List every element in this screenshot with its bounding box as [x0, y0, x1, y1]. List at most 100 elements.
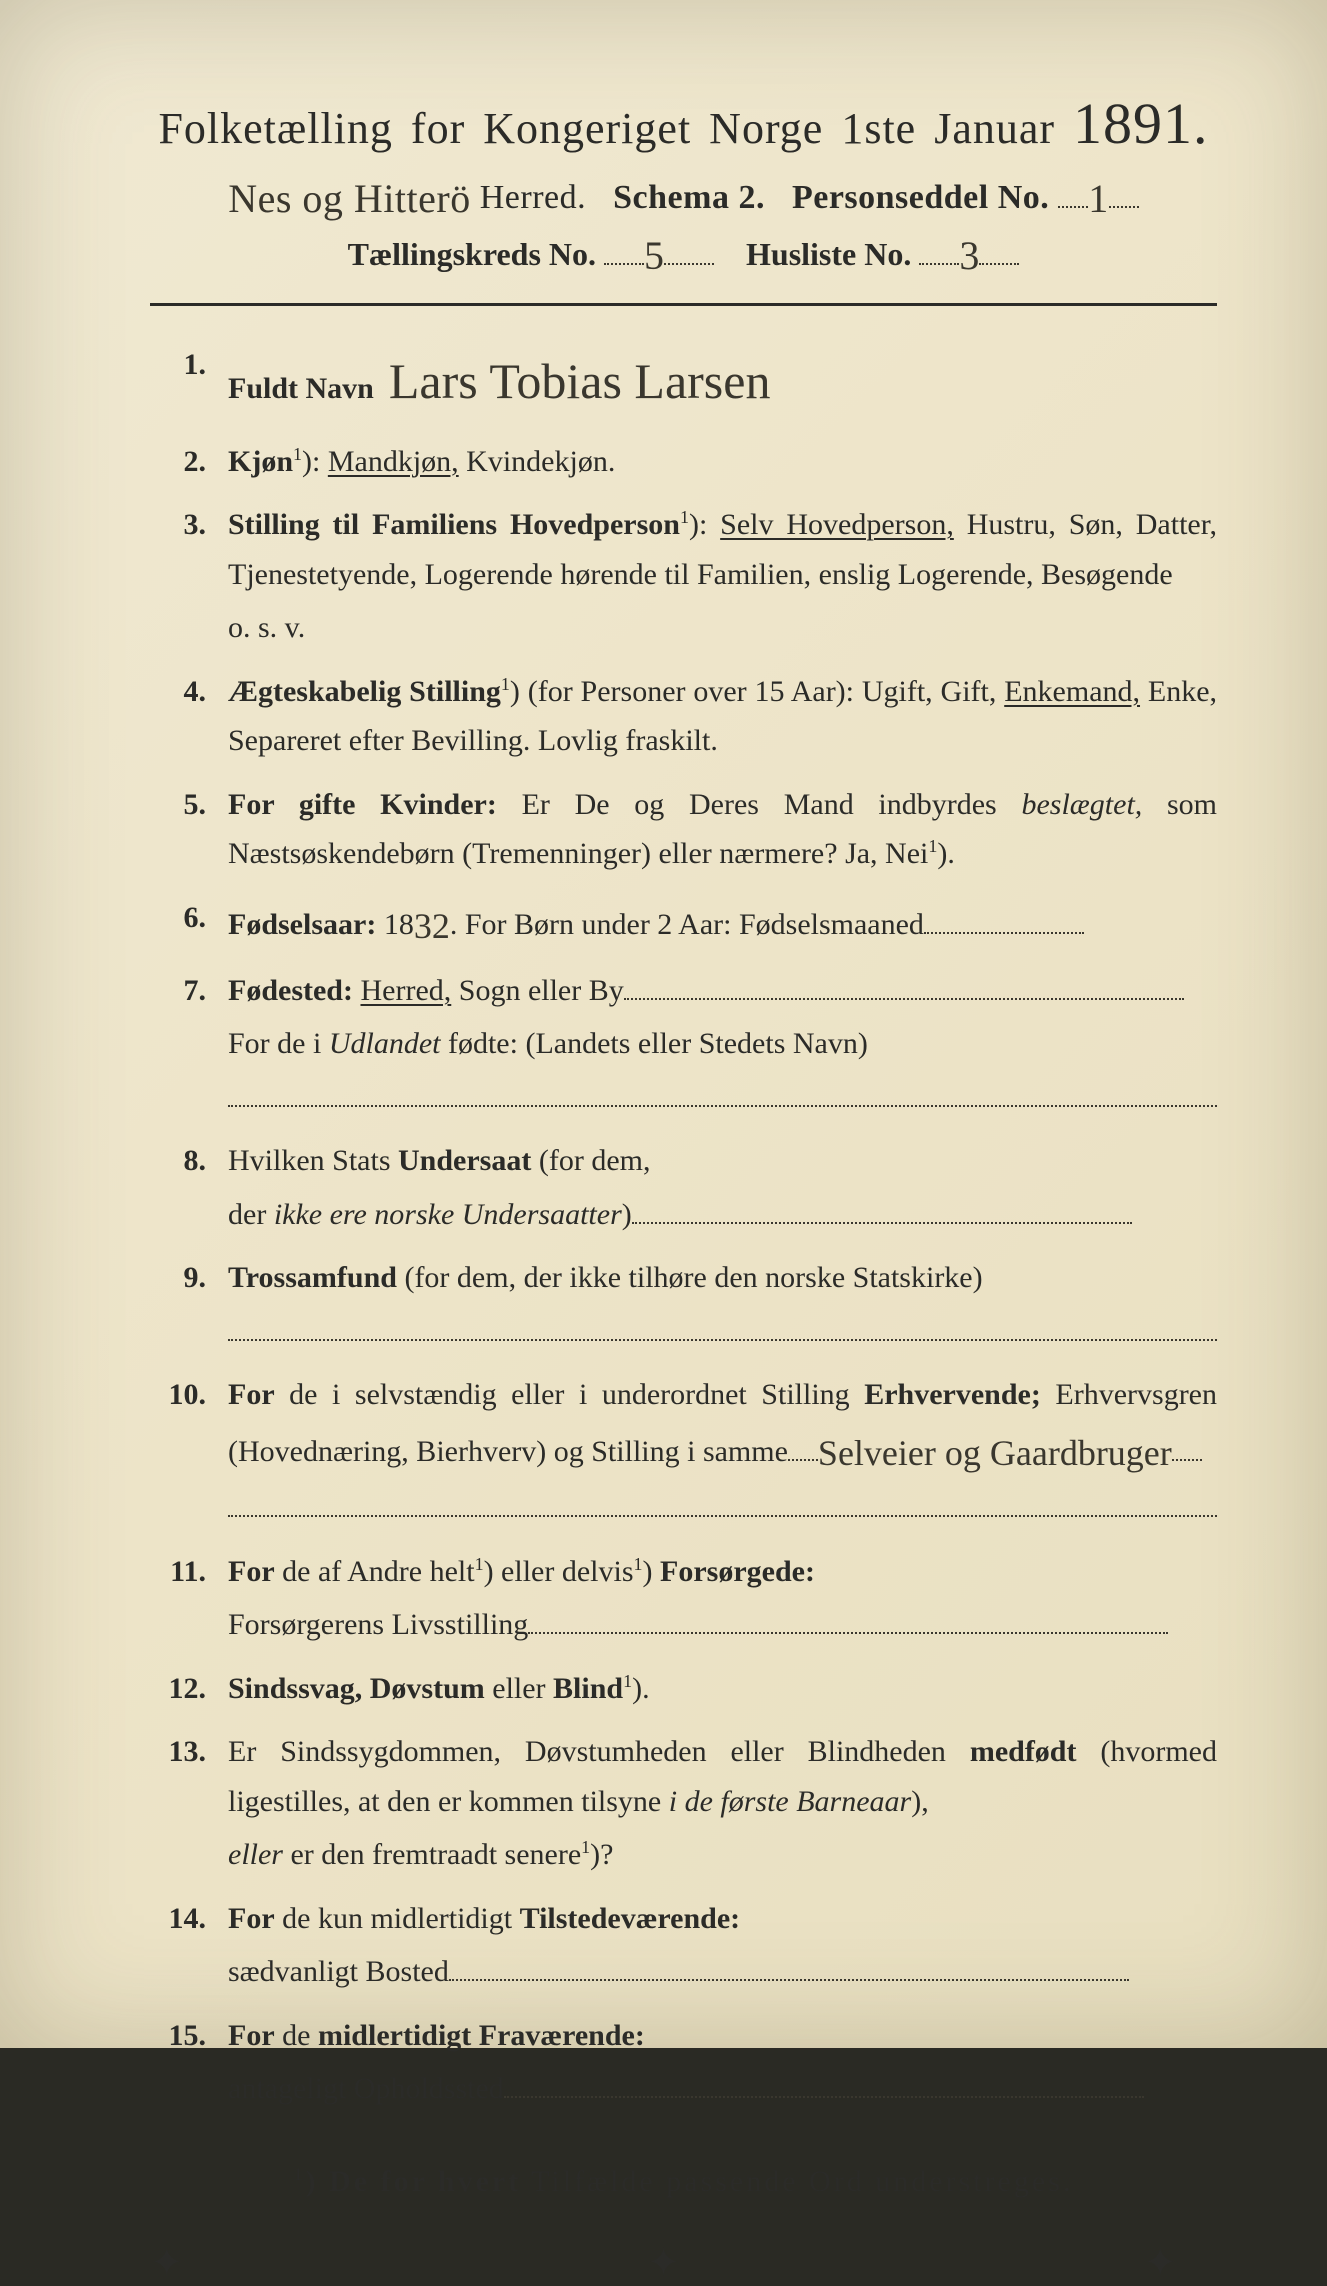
text3: ) — [643, 1555, 661, 1588]
text2: ) eller delvis — [484, 1555, 634, 1588]
selected: Selv Hovedperson, — [720, 508, 954, 541]
italic: beslægtet, — [1021, 788, 1142, 821]
bold2: Tilstedeværende: — [520, 1902, 741, 1935]
fn-sup: 1 — [294, 2164, 306, 2184]
l2i: ikke ere norske Undersaatter — [274, 1198, 622, 1231]
label: Stilling til Familiens Hovedperson — [228, 508, 680, 541]
line2: Forsørgerens Livsstilling — [228, 1600, 1217, 1650]
label: Trossamfund — [228, 1261, 397, 1294]
selected: Herred, — [360, 974, 451, 1007]
husliste-label: Husliste No. — [746, 236, 911, 272]
sup: 1 — [501, 674, 510, 694]
punch-mark: ✦ — [150, 2239, 184, 2286]
sub-line-1: Nes og Hitterö Herred. Schema 2. Persons… — [150, 171, 1217, 218]
title-year: 1891. — [1073, 91, 1209, 156]
l2: antageligt Opholdssted — [228, 2072, 504, 2105]
title-text: Folketælling for Kongeriget Norge 1ste J… — [158, 104, 1055, 153]
herred-label: Herred. — [480, 179, 586, 216]
title-line: Folketælling for Kongeriget Norge 1ste J… — [150, 90, 1217, 157]
footnote: 1) De for hvert Tilfælde passende Ord un… — [150, 2164, 1217, 2199]
italic: i de første Barneaar — [669, 1785, 911, 1818]
l2: sædvanligt Bosted — [228, 1955, 449, 1988]
item-6-birthyear: Fødselsaar: 1832. For Børn under 2 Aar: … — [150, 893, 1217, 952]
dotfill — [624, 972, 1184, 1000]
punch-mark: ✦ — [647, 2239, 681, 2286]
text: (for dem, — [531, 1144, 650, 1177]
census-form-page: Folketælling for Kongeriget Norge 1ste J… — [0, 0, 1327, 2048]
item-3-position: Stilling til Familiens Hovedperson1): Se… — [150, 500, 1217, 653]
dotfill — [924, 906, 1084, 934]
item-10-occupation: For de i selvstændig eller i underordnet… — [150, 1370, 1217, 1532]
label: Sindssvag, Døvstum — [228, 1672, 485, 1705]
personseddel-no: 1 — [1088, 175, 1109, 222]
sup: 1 — [475, 1554, 484, 1574]
bold2: Forsørgede: — [660, 1555, 815, 1588]
dotfill — [228, 1313, 1217, 1341]
item-5-married-women: For gifte Kvinder: Er De og Deres Mand i… — [150, 780, 1217, 879]
personseddel-label: Personseddel No. — [792, 179, 1049, 216]
kreds-no: 5 — [644, 232, 664, 279]
fn-rest: Tilfælde passende Ord understreges. — [521, 2165, 1073, 2198]
pre: Hvilken Stats — [228, 1144, 398, 1177]
item-15-absent: For de midlertidigt Fraværende: antageli… — [150, 2011, 1217, 2114]
text: Er De og Deres Mand indbyrdes — [497, 788, 1022, 821]
bold2: Blind — [553, 1672, 623, 1705]
text: (for dem, der ikke tilhøre den norske St… — [397, 1261, 983, 1294]
rest: ): — [302, 445, 320, 478]
label: Kjøn — [228, 445, 293, 478]
text2: ), — [911, 1785, 929, 1818]
herred-handwritten: Nes og Hitterö — [228, 175, 471, 222]
label: For — [228, 1378, 275, 1411]
text: de — [275, 2019, 318, 2052]
dotfill — [449, 1954, 1129, 1982]
text: de af Andre helt — [275, 1555, 475, 1588]
fn-bold: ) De for hvert — [306, 2165, 522, 2198]
label: medfødt — [970, 1735, 1077, 1768]
kreds-label: Tællingskreds No. — [348, 236, 596, 272]
tail: ). — [937, 837, 955, 870]
item-12-impaired: Sindssvag, Døvstum eller Blind1). — [150, 1664, 1217, 1714]
dotfill — [664, 236, 714, 265]
l2sup: 1 — [581, 1837, 590, 1857]
sup2: 1 — [634, 1554, 643, 1574]
item-7-birthplace: Fødested: Herred, Sogn eller By For de i… — [150, 966, 1217, 1123]
label: For — [228, 2019, 275, 2052]
dotfill — [504, 2071, 1144, 2099]
label: Ægteskabelig Stilling — [228, 675, 501, 708]
selected: Mandkjøn, — [328, 445, 459, 478]
item-13-congenital: Er Sindssygdommen, Døvstumheden eller Bl… — [150, 1727, 1217, 1880]
l2a: For de i — [228, 1027, 329, 1060]
item-2-sex: Kjøn1): Mandkjøn, Kvindekjøn. — [150, 437, 1217, 487]
line3 — [228, 1483, 1217, 1533]
line2: der ikke ere norske Undersaatter) — [228, 1190, 1217, 1240]
punch-mark: ✦ — [1143, 2239, 1177, 2286]
sup: 1 — [623, 1671, 632, 1691]
dotfill — [228, 1490, 1217, 1518]
sup: 1 — [680, 507, 689, 527]
line2: antageligt Opholdssted — [228, 2064, 1217, 2114]
dotfill — [228, 1079, 1217, 1107]
form-items: Fuldt Navn Lars Tobias Larsen Kjøn1): Ma… — [150, 340, 1217, 2114]
dotfill — [604, 236, 644, 265]
sub-line-2: Tællingskreds No. 5 Husliste No. 3 — [150, 228, 1217, 275]
item-9-religion: Trossamfund (for dem, der ikke tilhøre d… — [150, 1253, 1217, 1356]
bold2: Erhvervende; — [864, 1378, 1041, 1411]
year-prefix: 18 — [376, 908, 414, 941]
label: For — [228, 1902, 275, 1935]
tail: o. s. v. — [228, 603, 1217, 653]
l2a: der — [228, 1198, 274, 1231]
text: de kun midlertidigt — [275, 1902, 520, 1935]
sup: 1 — [293, 444, 302, 464]
tail: ). — [632, 1672, 650, 1705]
form-header: Folketælling for Kongeriget Norge 1ste J… — [150, 90, 1217, 275]
punch-marks: ✦ ✦ ✦ — [150, 2199, 1217, 2286]
item-1-name: Fuldt Navn Lars Tobias Larsen — [150, 340, 1217, 423]
dotfill — [1172, 1433, 1202, 1461]
l2t: )? — [590, 1838, 613, 1871]
line2: sædvanligt Bosted — [228, 1947, 1217, 1997]
occupation-hand: Selveier og Gaardbruger — [818, 1424, 1172, 1483]
text: de i selvstændig eller i underordnet Sti… — [275, 1378, 865, 1411]
item-11-supported: For de af Andre helt1) eller delvis1) Fo… — [150, 1547, 1217, 1650]
dotfill — [632, 1196, 1132, 1224]
line3 — [228, 1073, 1217, 1123]
